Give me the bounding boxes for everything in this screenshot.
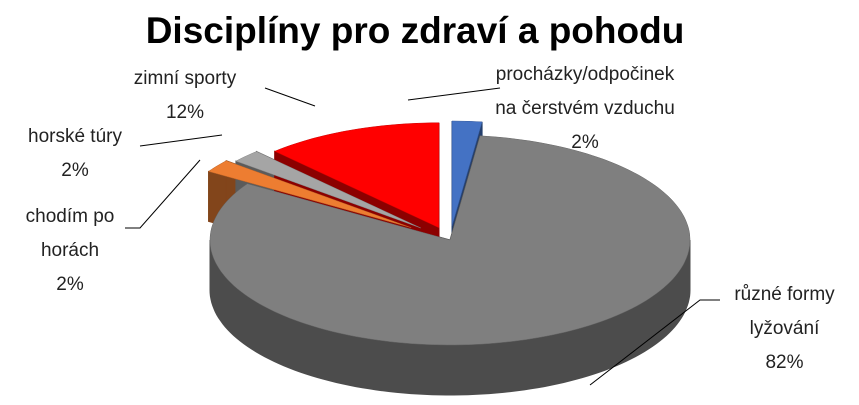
slice	[209, 135, 691, 346]
leader-line	[139, 134, 223, 147]
slice	[207, 160, 412, 228]
label-category: různé formy lyžování	[734, 284, 835, 339]
label-value: 82%	[765, 352, 804, 373]
slice	[235, 151, 421, 229]
label-category: horské túry	[28, 126, 122, 147]
chart-title: Disciplíny pro zdraví a pohodu	[145, 10, 685, 51]
data-label: chodím po horách 2%	[0, 200, 140, 302]
label-category: procházky/odpočinek na čerstvém vzduchu	[495, 64, 675, 119]
label-category: chodím po horách	[25, 206, 115, 261]
slice	[274, 122, 440, 229]
data-label: procházky/odpočinek na čerstvém vzduchu 2…	[495, 58, 675, 160]
label-value: 12%	[165, 102, 205, 123]
data-label: různé formy lyžování 82%	[712, 278, 857, 380]
label-value: 2%	[56, 274, 84, 295]
label-value: 2%	[61, 160, 89, 181]
leader-line	[589, 299, 720, 386]
leader-line	[125, 159, 201, 229]
label-category: zimní sporty	[133, 68, 237, 89]
label-value: 2%	[571, 132, 599, 153]
leader-line	[264, 87, 316, 107]
data-label: horské túry 2%	[0, 120, 150, 188]
leader-line	[407, 87, 501, 101]
data-label: zimní sporty 12%	[100, 62, 270, 130]
slice	[451, 120, 483, 227]
